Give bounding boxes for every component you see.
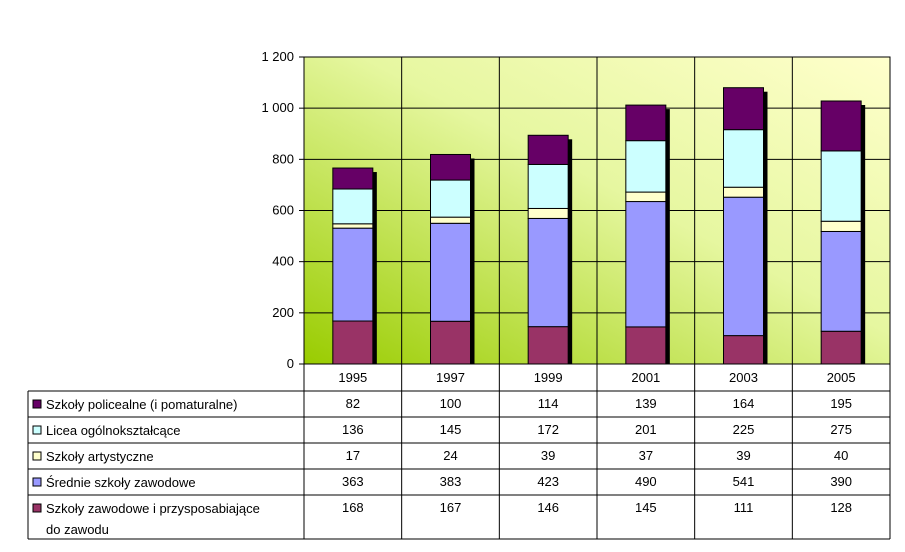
data-label: 363 — [342, 474, 364, 489]
bar-segment — [332, 223, 374, 229]
bar-segment — [527, 134, 569, 165]
bar-segment — [820, 100, 862, 152]
data-label: 40 — [834, 448, 848, 463]
data-label: 275 — [830, 422, 852, 437]
data-label: 167 — [440, 500, 462, 515]
bar-segment — [723, 129, 764, 188]
bar-segment — [723, 186, 764, 198]
data-label: 225 — [733, 422, 755, 437]
legend-entry: Szkoły artystyczne — [46, 449, 154, 464]
legend-key — [32, 477, 42, 487]
legend-entry: Szkoły policealne (i pomaturalne) — [46, 397, 237, 412]
y-tick-label: 800 — [272, 151, 294, 166]
bar-segment — [625, 191, 667, 203]
gridlines — [304, 57, 890, 364]
bar-segment — [527, 207, 569, 219]
data-label: 145 — [440, 422, 462, 437]
data-label: 145 — [635, 500, 657, 515]
y-tick-label: 0 — [287, 356, 294, 371]
data-table: 1995 1997 1999 2001 2003 2005 Szkoły policealn… — [27, 364, 891, 540]
bar-segment — [527, 326, 569, 365]
y-tick-label: 200 — [272, 305, 294, 320]
bar-segment — [625, 140, 667, 193]
data-label: 39 — [736, 448, 750, 463]
data-label: 136 — [342, 422, 364, 437]
bar-segment — [430, 153, 471, 181]
bar-segment — [820, 150, 862, 222]
bar-segment — [820, 220, 862, 232]
legend-key — [32, 503, 42, 513]
data-label: 146 — [537, 500, 559, 515]
y-tick-label: 1 000 — [261, 100, 294, 115]
bar-segment — [820, 330, 862, 365]
legend-key — [32, 399, 42, 409]
data-label: 195 — [830, 396, 852, 411]
data-label: 172 — [537, 422, 559, 437]
bar-segment — [625, 104, 667, 142]
x-tick-label: 1995 — [338, 370, 367, 385]
data-label: 111 — [734, 500, 754, 515]
bar-segment — [723, 335, 764, 365]
bar-segment — [723, 196, 764, 337]
legend-entry: Licea ogólnokształcące — [46, 423, 180, 438]
data-label: 168 — [342, 500, 364, 515]
y-tick-label: 400 — [272, 254, 294, 269]
bar-segment — [820, 230, 862, 332]
y-tick-label: 1 200 — [261, 49, 294, 64]
data-label: 164 — [733, 396, 755, 411]
bar-segment — [723, 87, 764, 131]
bar-segment — [430, 216, 471, 224]
x-tick-label: 2001 — [631, 370, 660, 385]
legend-entry: do zawodu — [46, 522, 109, 537]
bars — [332, 87, 866, 365]
legend-entry: Szkoły zawodowe i przysposabiające — [46, 501, 260, 516]
legend-entry: Średnie szkoły zawodowe — [46, 475, 196, 490]
data-label: 24 — [443, 448, 457, 463]
data-label: 201 — [635, 422, 657, 437]
data-label: 423 — [537, 474, 559, 489]
data-label: 390 — [830, 474, 852, 489]
data-label: 82 — [346, 396, 360, 411]
data-label: 541 — [733, 474, 755, 489]
data-label: 37 — [639, 448, 653, 463]
data-label: 383 — [440, 474, 462, 489]
data-label: 128 — [830, 500, 852, 515]
data-label: 100 — [440, 396, 462, 411]
data-label: 114 — [538, 396, 559, 411]
bar-segment — [430, 179, 471, 218]
bar-segment — [332, 188, 374, 225]
legend-key — [32, 425, 42, 435]
bar-segment — [332, 227, 374, 322]
data-label: 490 — [635, 474, 657, 489]
legend-key — [32, 451, 42, 461]
x-tick-label: 1997 — [436, 370, 465, 385]
x-tick-label: 2005 — [827, 370, 856, 385]
bar-segment — [625, 326, 667, 365]
data-label: 39 — [541, 448, 555, 463]
x-tick-label: 1999 — [534, 370, 563, 385]
bar-segment — [332, 167, 374, 190]
y-axis: 0 200 400 600 800 1 000 1 200 — [261, 49, 304, 371]
y-tick-label: 600 — [272, 203, 294, 218]
data-label: 17 — [346, 448, 360, 463]
bar-segment — [527, 163, 569, 209]
bar-segment — [430, 320, 471, 365]
bar-segment — [625, 201, 667, 328]
bar-segment — [527, 217, 569, 328]
x-tick-label: 2003 — [729, 370, 758, 385]
data-label: 139 — [635, 396, 657, 411]
bar-segment — [332, 320, 374, 365]
bar-segment — [430, 222, 471, 322]
